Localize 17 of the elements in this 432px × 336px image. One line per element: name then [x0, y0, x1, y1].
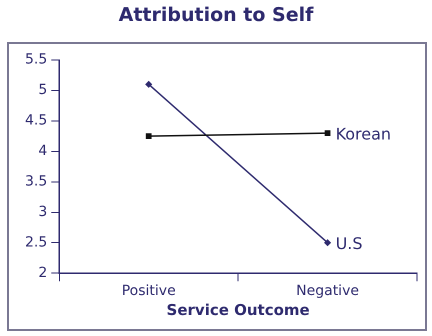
- x-tick-label: Positive: [122, 283, 176, 300]
- x-tick-label: Negative: [296, 283, 359, 300]
- point: [145, 81, 152, 88]
- point: [146, 133, 152, 140]
- series-label: U.S: [336, 234, 363, 253]
- chart-title: Attribution to Self: [118, 4, 314, 26]
- y-tick-label: 5: [38, 82, 48, 98]
- y-tick-label: 3.5: [25, 173, 48, 190]
- y-tick-label: 2.5: [25, 234, 48, 250]
- y-tick-label: 2: [38, 264, 48, 281]
- y-tick-label: 4.5: [25, 112, 48, 129]
- y-tick-label: 4: [38, 143, 48, 160]
- y-tick-label: 3: [38, 204, 48, 220]
- point: [324, 130, 330, 136]
- series-label: Korean: [336, 124, 392, 144]
- point: [324, 239, 331, 246]
- y-tick-label: 5.5: [25, 52, 48, 68]
